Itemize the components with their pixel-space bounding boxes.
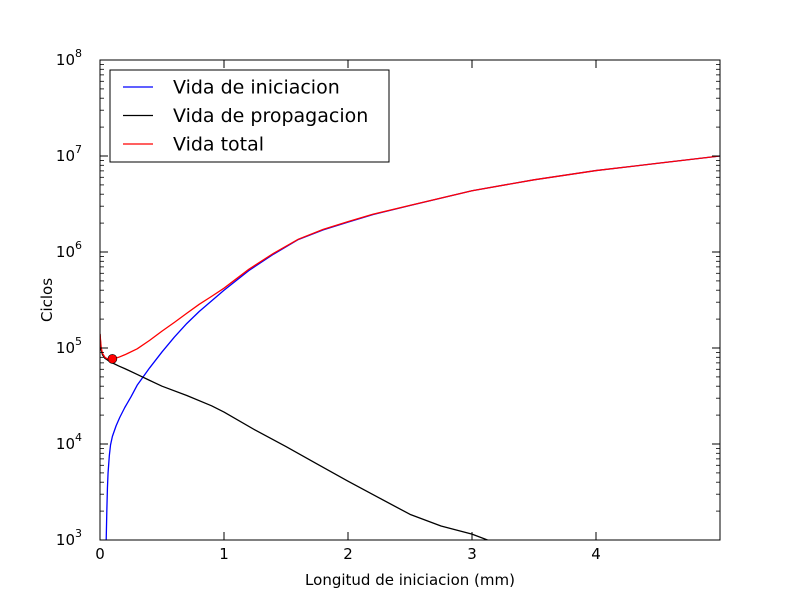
x-axis-label: Longitud de iniciacion (mm) [305,571,515,589]
x-tick-label: 1 [219,545,229,563]
legend-entries: Vida de iniciacion Vida de propagacion Vid… [123,77,368,156]
legend-label: Vida de iniciacion [173,77,340,99]
y-tick-label: 108 [56,47,82,69]
legend-box [109,69,390,163]
x-tick-label: 4 [591,545,601,563]
y-tick-label: 103 [56,527,82,549]
tick-layer: 0 1 2 3 4 103 104 105 106 107 108 [56,47,720,563]
plot-area: 0 1 2 3 4 103 104 105 106 107 108 [56,47,721,563]
series-line-2 [100,155,720,360]
x-tick-label: 2 [343,545,353,563]
minimum-marker [107,354,118,364]
x-tick-label: 0 [95,545,105,563]
legend-label: Vida de propagacion [173,105,368,127]
y-tick-label: 107 [56,143,82,165]
axes-frame [99,59,721,541]
y-axis-label: Ciclos [38,278,56,322]
legend: Vida de iniciacion Vida de propagacion Vid… [109,69,390,163]
series-layer [100,155,720,540]
legend-label: Vida total [173,134,264,156]
y-tick-label: 106 [56,239,82,261]
series-line-0 [105,155,720,540]
marker-layer [107,354,118,364]
y-tick-label: 105 [56,335,82,357]
series-line-1 [100,333,490,540]
y-tick-label: 104 [56,431,82,453]
x-tick-label: 3 [467,545,477,563]
